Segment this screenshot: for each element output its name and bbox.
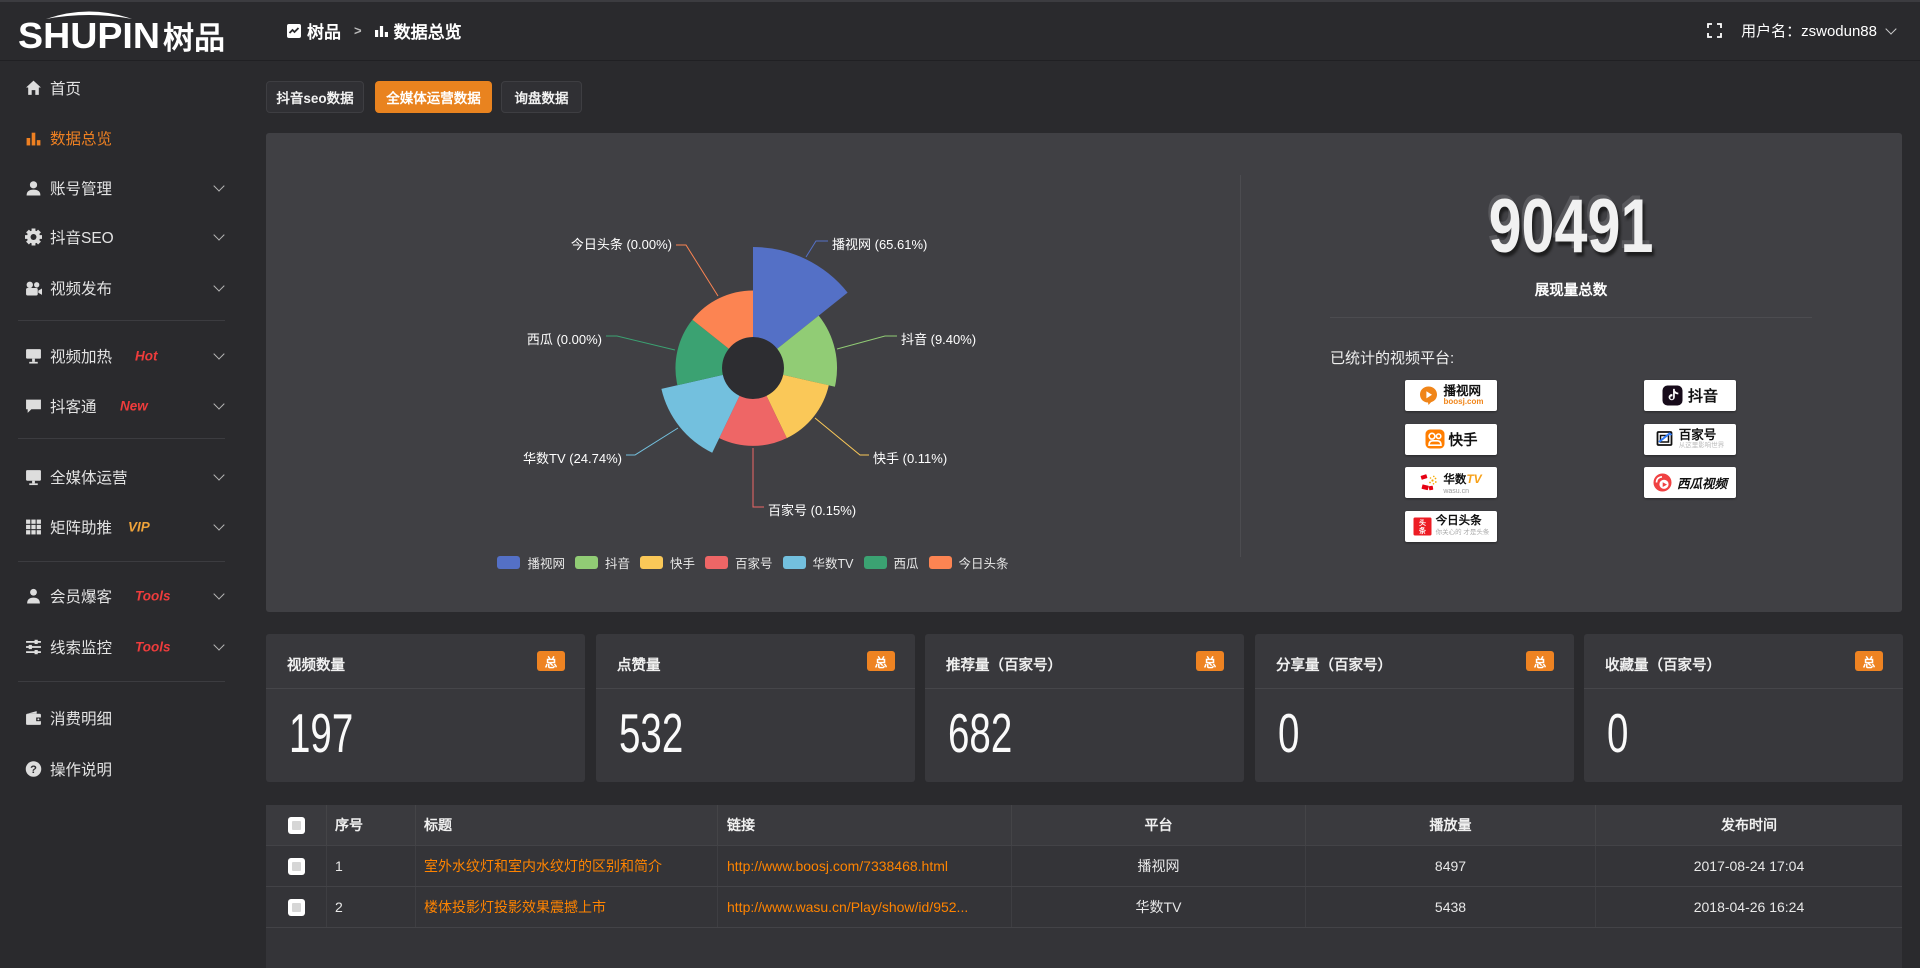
svg-text:头: 头: [1419, 518, 1426, 527]
svg-text:华数TV (24.74%): 华数TV (24.74%): [523, 451, 622, 466]
svg-text:百家号 (0.15%): 百家号 (0.15%): [768, 503, 856, 518]
svg-text:快手 (0.11%): 快手 (0.11%): [873, 451, 947, 466]
svg-text:?: ?: [30, 764, 37, 776]
svg-text:播视网 (65.61%): 播视网 (65.61%): [832, 237, 927, 252]
svg-text:抖音 (9.40%): 抖音 (9.40%): [901, 332, 976, 347]
svg-text:SHUPIN: SHUPIN: [18, 15, 160, 56]
svg-text:西瓜 (0.00%): 西瓜 (0.00%): [527, 332, 602, 347]
svg-text:树品: 树品: [163, 21, 225, 56]
svg-text:今日头条 (0.00%): 今日头条 (0.00%): [571, 237, 672, 252]
svg-text:条: 条: [1418, 526, 1427, 535]
